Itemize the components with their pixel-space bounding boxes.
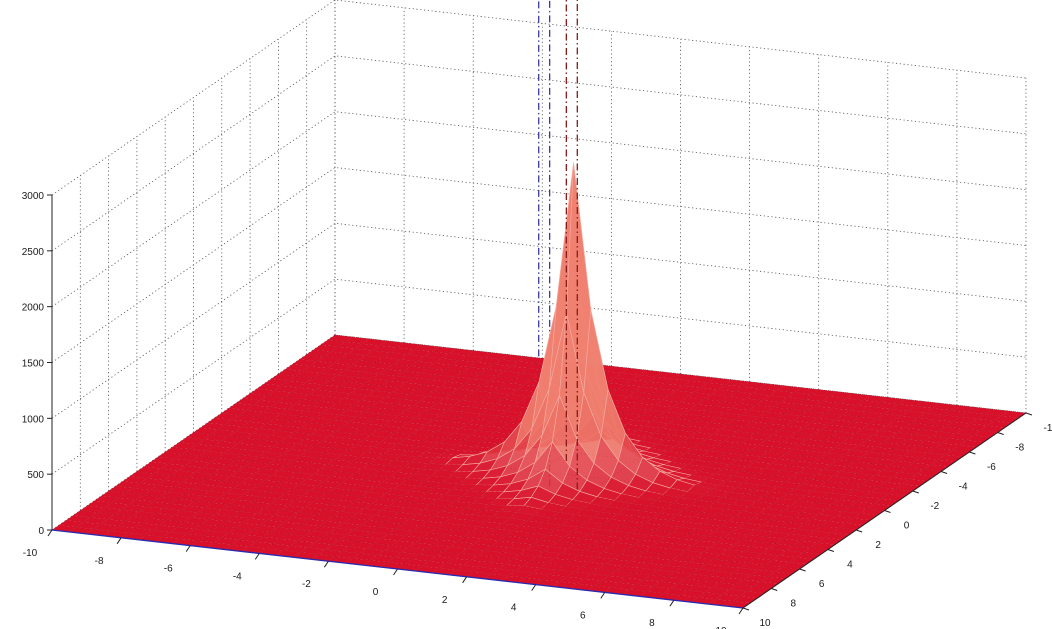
x-tick-label: 0 bbox=[373, 587, 379, 598]
grid-line bbox=[51, 55, 1027, 252]
surface-plot bbox=[51, 162, 1027, 609]
y-tick-label: 8 bbox=[791, 599, 797, 610]
x-tick bbox=[393, 568, 398, 576]
y-tick bbox=[884, 510, 891, 513]
x-tick bbox=[669, 599, 675, 607]
grid-line bbox=[51, 111, 1027, 307]
surface-patch bbox=[458, 477, 484, 486]
x-tick-label: -8 bbox=[95, 556, 104, 567]
y-tick-label: 6 bbox=[819, 579, 825, 590]
z-tick-label: 2000 bbox=[22, 303, 45, 314]
y-tick-label: 10 bbox=[759, 618, 771, 629]
y-tick-label: -6 bbox=[987, 462, 996, 473]
x-tick-label: 6 bbox=[580, 610, 586, 621]
y-tick-label: 4 bbox=[847, 560, 853, 571]
y-tick bbox=[799, 568, 806, 572]
y-tick-label: -8 bbox=[1015, 443, 1024, 454]
vertical-lines-front bbox=[565, 0, 578, 490]
y-tick bbox=[1025, 412, 1033, 416]
axes bbox=[47, 194, 1033, 615]
y-tick-label: -4 bbox=[959, 482, 968, 493]
z-tick-label: 0 bbox=[38, 526, 44, 537]
grid-line bbox=[51, 167, 1027, 363]
x-tick-label: -4 bbox=[233, 571, 242, 582]
surface-patch bbox=[448, 471, 474, 479]
y-tick-label: -2 bbox=[930, 501, 939, 512]
tick-labels: 050010001500200025003000-10-8-6-4-202468… bbox=[22, 191, 1052, 629]
x-tick-label: 8 bbox=[649, 618, 655, 629]
x-tick bbox=[47, 529, 53, 537]
x-tick bbox=[323, 560, 329, 568]
y-tick-label: -1 bbox=[1044, 423, 1052, 434]
surface-patch bbox=[478, 491, 505, 499]
x-tick bbox=[738, 607, 744, 615]
y-tick bbox=[912, 490, 919, 494]
x-tick-label: 2 bbox=[442, 595, 448, 606]
y-tick-label: 0 bbox=[904, 521, 910, 532]
z-tick-label: 500 bbox=[27, 470, 44, 481]
y-tick bbox=[856, 529, 863, 533]
y-tick bbox=[940, 471, 948, 474]
x-tick bbox=[254, 553, 260, 560]
surface-patch bbox=[468, 484, 495, 493]
z-tick-label: 2500 bbox=[22, 247, 45, 258]
grid-line bbox=[51, 222, 1027, 419]
y-tick bbox=[969, 451, 976, 455]
y-tick bbox=[997, 432, 1004, 435]
y-tick bbox=[771, 588, 778, 591]
y-tick-label: 2 bbox=[875, 540, 881, 551]
x-tick-label: -2 bbox=[302, 579, 311, 590]
x-tick-label: 10 bbox=[715, 626, 727, 629]
x-tick bbox=[462, 576, 468, 584]
x-tick bbox=[185, 545, 191, 552]
surface-patch bbox=[427, 457, 454, 465]
y-tick bbox=[827, 549, 835, 552]
z-tick-label: 1500 bbox=[22, 359, 45, 370]
surface-patch bbox=[488, 498, 515, 506]
x-tick bbox=[531, 584, 537, 591]
z-tick-label: 3000 bbox=[22, 191, 45, 202]
z-tick-label: 1000 bbox=[22, 414, 45, 425]
x-tick-label: 4 bbox=[511, 603, 517, 614]
grid-line bbox=[51, 278, 1027, 475]
x-tick-label: -10 bbox=[23, 548, 38, 559]
x-tick bbox=[600, 592, 606, 599]
x-tick-label: -6 bbox=[164, 564, 173, 575]
surface-patch bbox=[437, 464, 464, 472]
grid-line bbox=[51, 0, 1027, 196]
surface-patch bbox=[499, 505, 525, 513]
y-tick bbox=[742, 607, 750, 611]
x-tick bbox=[116, 537, 122, 545]
